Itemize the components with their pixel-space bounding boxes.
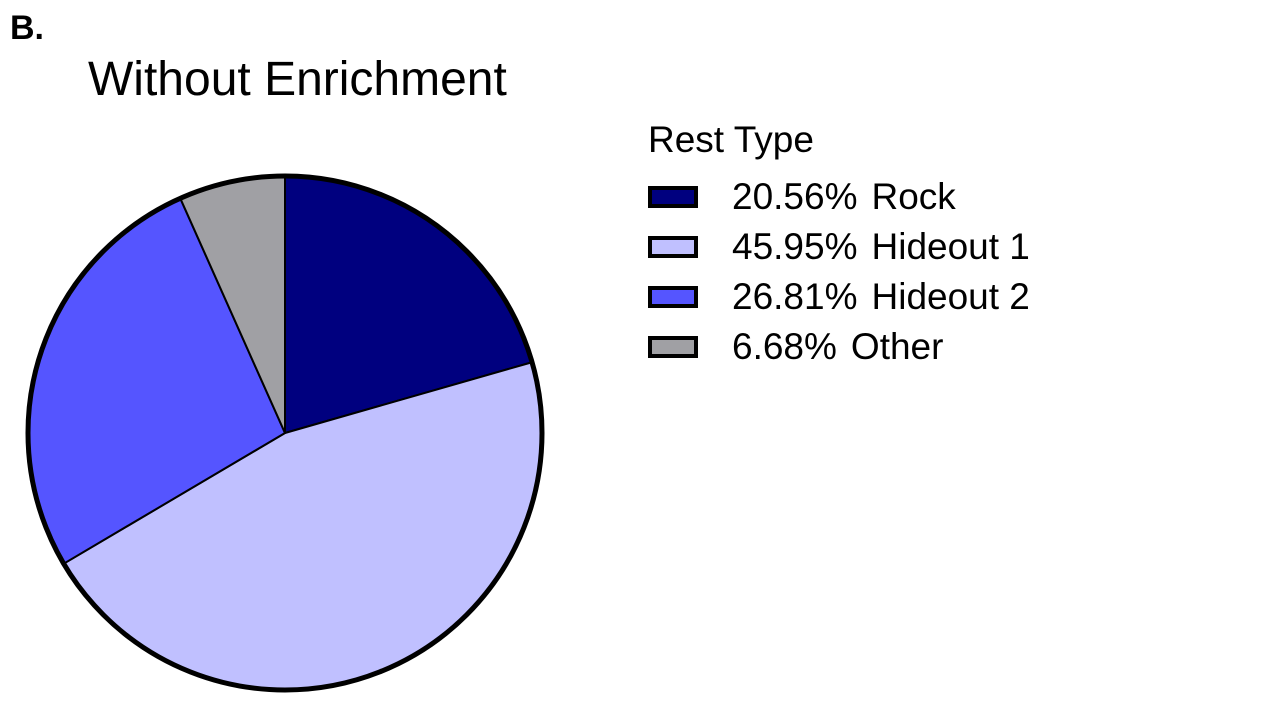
legend-percent-other: 6.68% (732, 326, 837, 367)
legend-swatch-hideout-1 (648, 236, 698, 258)
panel-label: B. (10, 9, 44, 47)
legend-label-hideout-1: Hideout 1 (871, 226, 1030, 267)
legend-percent-hideout-1: 45.95% (732, 226, 858, 267)
legend-percent-hideout-2: 26.81% (732, 276, 858, 317)
legend-item-hideout-1: 45.95% Hideout 1 (648, 222, 1030, 272)
legend-label-hideout-2: Hideout 2 (871, 276, 1030, 317)
legend-item-other: 6.68% Other (648, 322, 1030, 372)
legend-label-rock: Rock (871, 176, 956, 217)
legend-swatch-hideout-2 (648, 286, 698, 308)
pie-outline (25, 173, 545, 693)
legend-swatch-rock (648, 186, 698, 208)
legend-title: Rest Type (648, 119, 814, 160)
chart-title: Without Enrichment (88, 53, 507, 106)
legend-label-other: Other (850, 326, 944, 367)
legend-item-hideout-2: 26.81% Hideout 2 (648, 272, 1030, 322)
legend-percent-rock: 20.56% (732, 176, 858, 217)
legend-swatch-other (648, 336, 698, 358)
legend-item-rock: 20.56% Rock (648, 172, 1030, 222)
legend: Rest Type 20.56% Rock 45.95% Hideout 1 26.… (648, 118, 1030, 372)
